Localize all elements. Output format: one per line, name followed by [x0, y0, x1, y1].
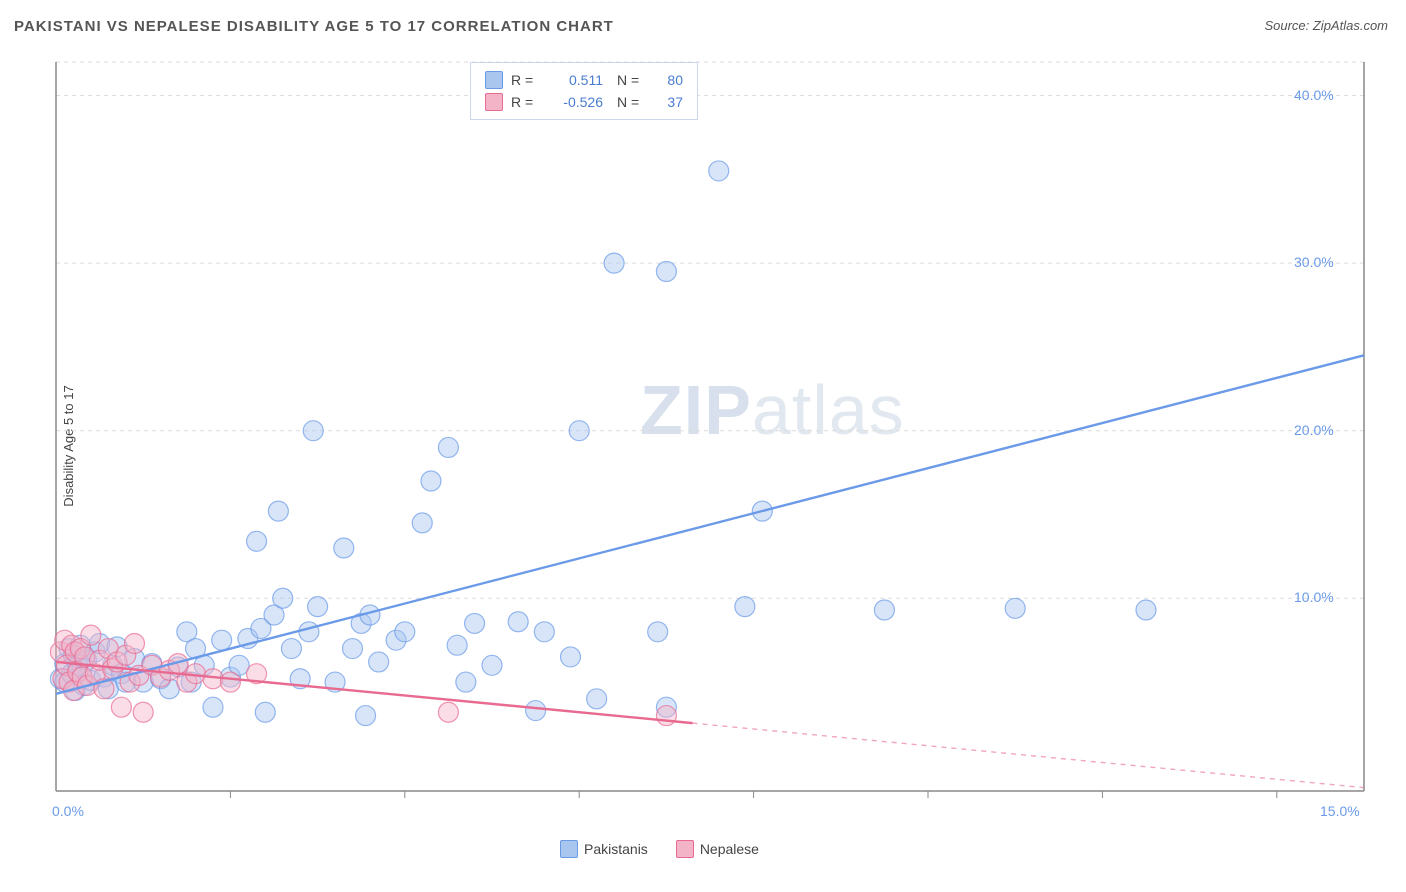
stats-legend: R = 0.511 N = 80 R = -0.526 N = 37: [470, 62, 698, 120]
series-legend: Pakistanis Nepalese: [560, 840, 759, 858]
chart-container: PAKISTANI VS NEPALESE DISABILITY AGE 5 T…: [0, 0, 1406, 892]
stats-legend-row: R = -0.526 N = 37: [485, 91, 683, 113]
legend-r-label: R =: [511, 69, 539, 91]
legend-swatch: [676, 840, 694, 858]
y-tick-label: 40.0%: [1294, 87, 1334, 103]
x-tick-label: 0.0%: [52, 803, 84, 819]
y-tick-label: 30.0%: [1294, 254, 1334, 270]
legend-r-value: 0.511: [547, 69, 603, 91]
chart-title: PAKISTANI VS NEPALESE DISABILITY AGE 5 T…: [14, 18, 614, 35]
y-tick-label: 20.0%: [1294, 422, 1334, 438]
source-credit: Source: ZipAtlas.com: [1264, 18, 1388, 33]
series-legend-label: Pakistanis: [584, 841, 648, 857]
legend-n-value: 37: [653, 91, 683, 113]
series-legend-item: Pakistanis: [560, 840, 648, 858]
legend-swatch: [485, 71, 503, 89]
legend-n-label: N =: [617, 91, 645, 113]
y-tick-label: 10.0%: [1294, 589, 1334, 605]
legend-n-label: N =: [617, 69, 645, 91]
stats-legend-row: R = 0.511 N = 80: [485, 69, 683, 91]
legend-swatch: [560, 840, 578, 858]
legend-swatch: [485, 93, 503, 111]
x-tick-label: 15.0%: [1320, 803, 1360, 819]
legend-r-value: -0.526: [547, 91, 603, 113]
scatter-plot: [50, 56, 1370, 826]
legend-n-value: 80: [653, 69, 683, 91]
series-legend-item: Nepalese: [676, 840, 759, 858]
legend-r-label: R =: [511, 91, 539, 113]
series-legend-label: Nepalese: [700, 841, 759, 857]
